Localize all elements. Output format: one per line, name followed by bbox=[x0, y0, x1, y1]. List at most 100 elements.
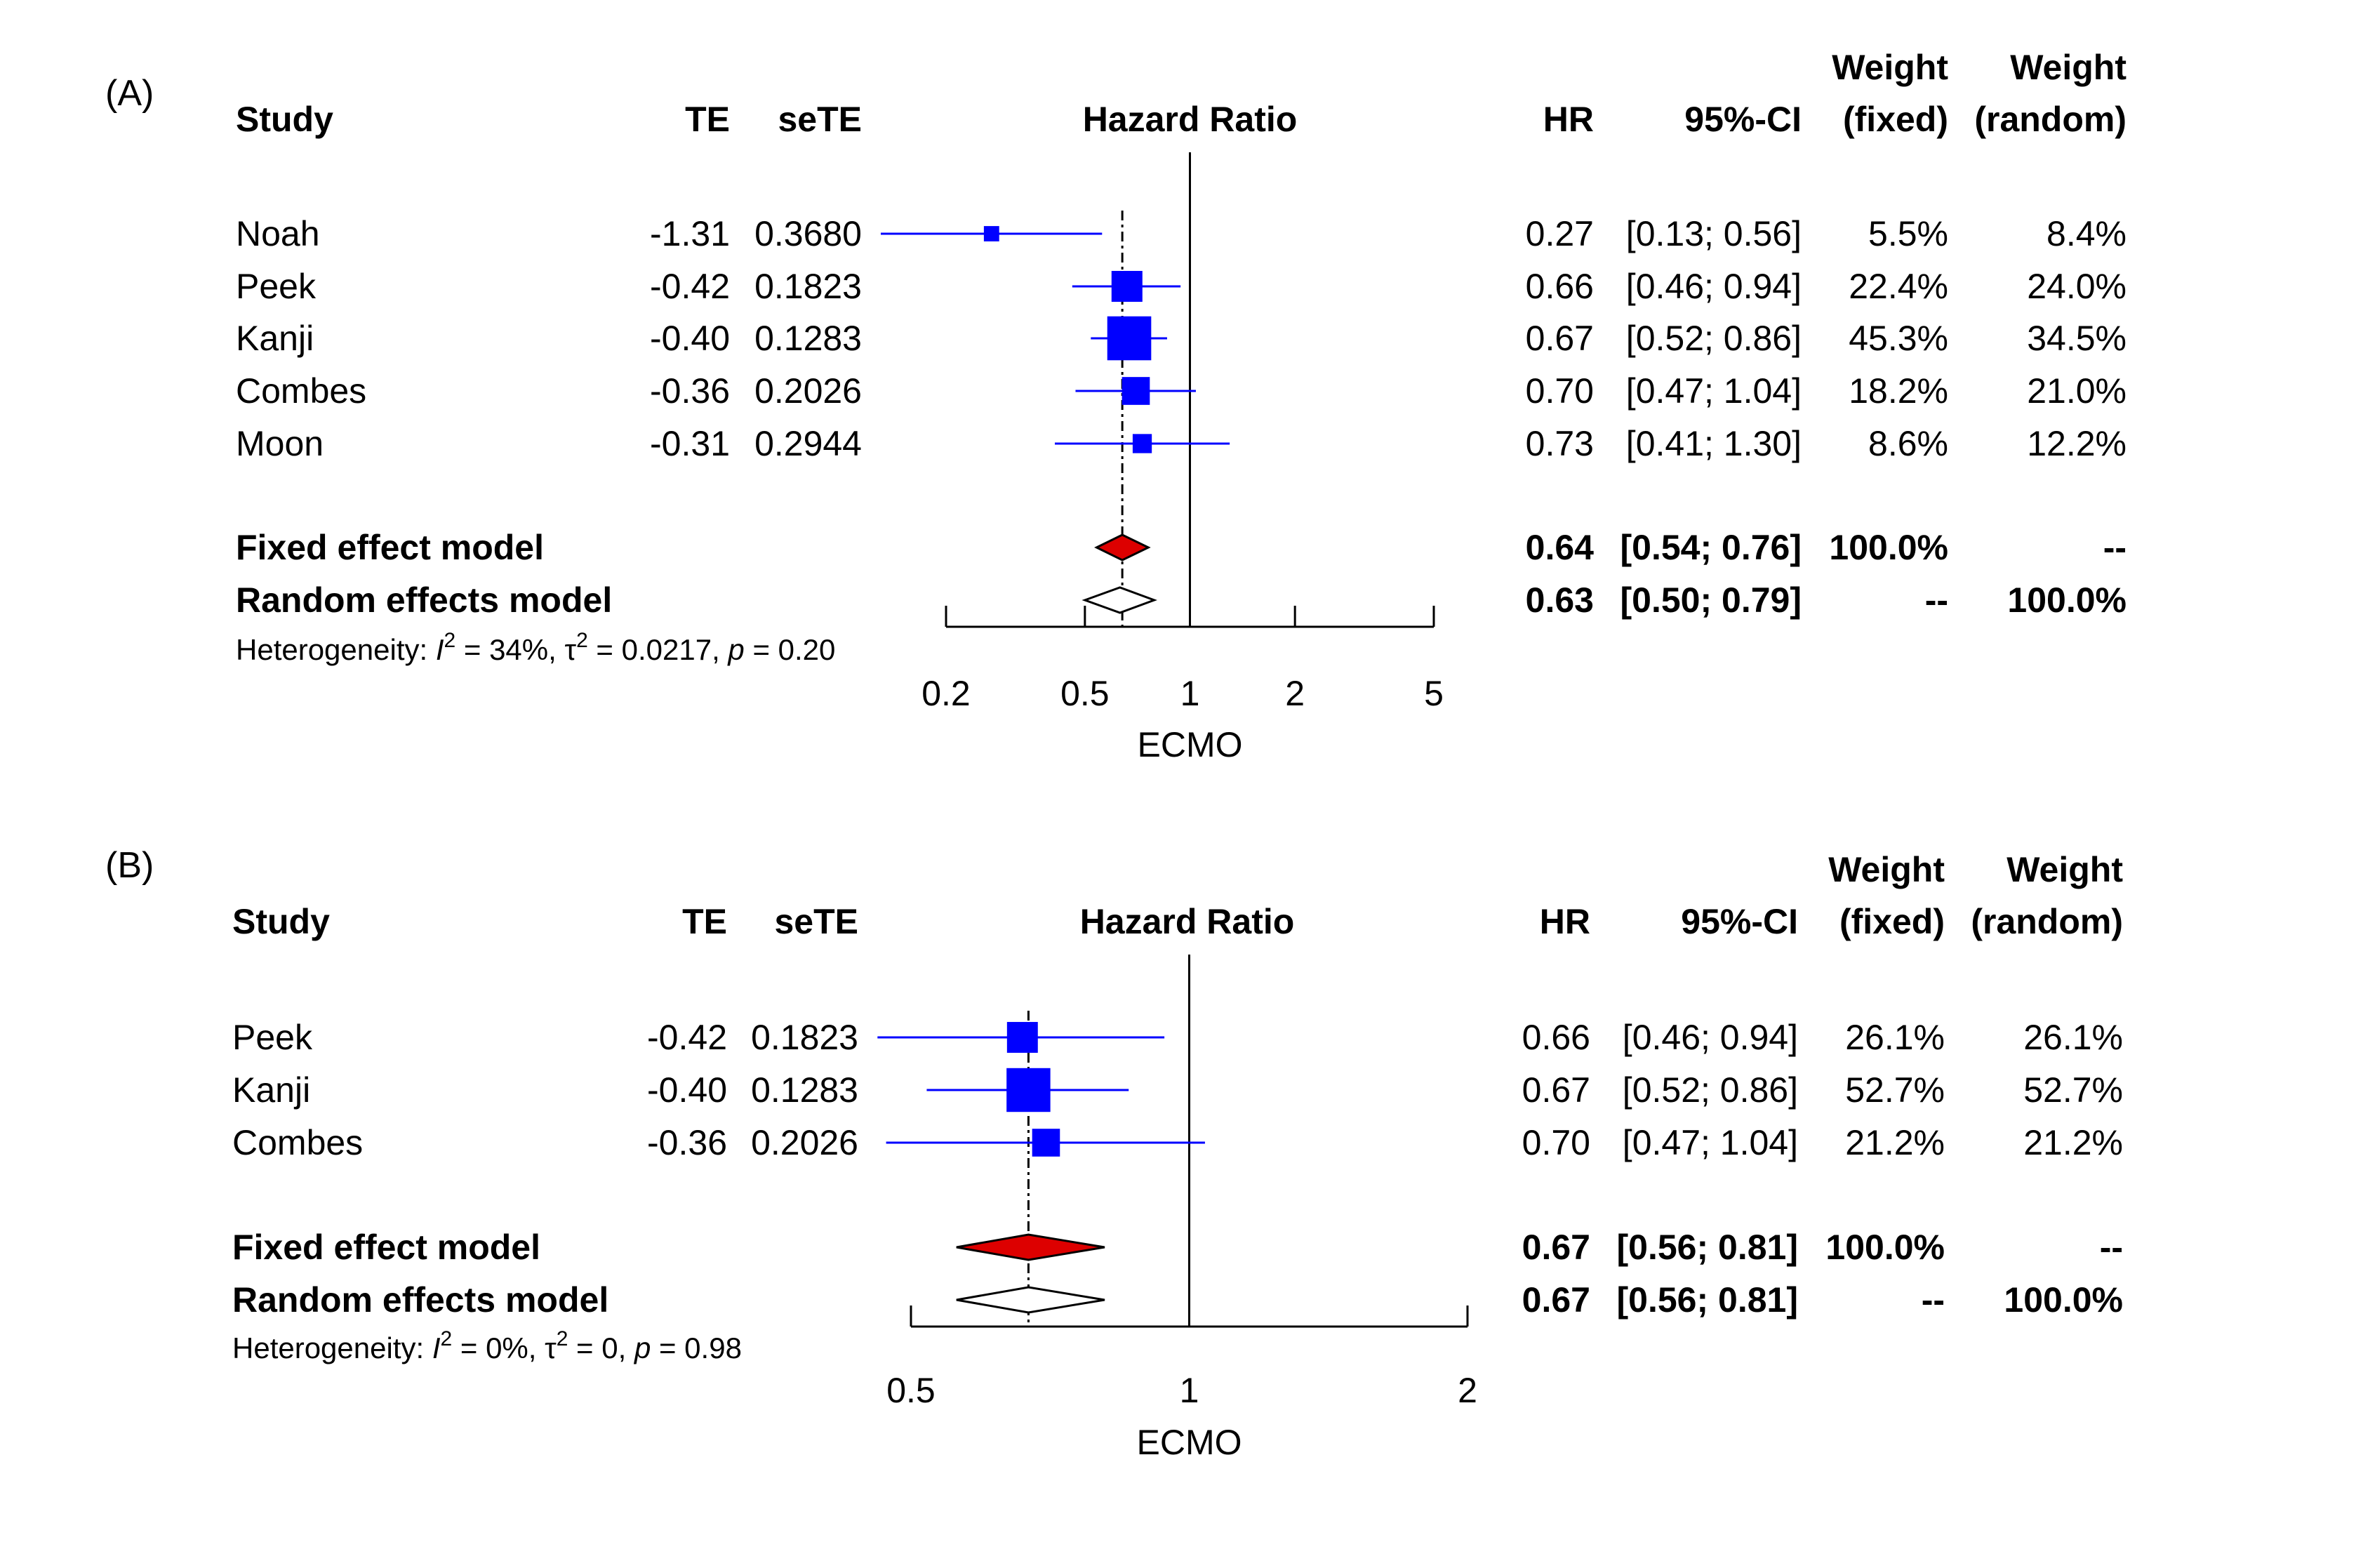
study-weight-fixed: 21.2% bbox=[1845, 1123, 1945, 1162]
study-hr: 0.66 bbox=[1526, 267, 1594, 306]
fixed-model-weight-random: -- bbox=[2103, 528, 2127, 567]
i2-symbol: I bbox=[432, 1331, 441, 1364]
study-sete: 0.1823 bbox=[754, 267, 862, 306]
i2-superscript: 2 bbox=[441, 1327, 453, 1350]
forest-panel-a: (A) Study TE seTE Hazard Ratio HR 95%-CI Weight… bbox=[105, 48, 2127, 764]
study-weight-fixed: 5.5% bbox=[1868, 214, 1948, 253]
heterogeneity-statistics: Heterogeneity: I2 = 34%, τ2 = 0.0217, p … bbox=[236, 629, 835, 666]
tau2-superscript: 2 bbox=[557, 1327, 568, 1350]
header-study: Study bbox=[236, 100, 333, 139]
header-ci: 95%-CI bbox=[1684, 100, 1802, 139]
study-sete: 0.2026 bbox=[751, 1123, 858, 1162]
random-model-label: Random effects model bbox=[236, 580, 612, 620]
header-weight-random-top: Weight bbox=[2006, 850, 2123, 889]
study-name: Kanji bbox=[236, 319, 314, 358]
header-weight-fixed-top: Weight bbox=[1828, 850, 1945, 889]
study-weight-fixed: 18.2% bbox=[1849, 371, 1948, 411]
fixed-model-weight-fixed: 100.0% bbox=[1829, 528, 1948, 567]
study-ci: [0.46; 0.94] bbox=[1623, 1018, 1798, 1057]
fixed-model-hr: 0.67 bbox=[1522, 1228, 1590, 1267]
study-hr: 0.27 bbox=[1526, 214, 1594, 253]
random-model-weight-fixed: -- bbox=[1925, 580, 1948, 620]
study-weight-fixed: 26.1% bbox=[1845, 1018, 1945, 1057]
header-study: Study bbox=[232, 902, 330, 941]
study-weight-random: 12.2% bbox=[2027, 424, 2127, 463]
study-ci: [0.52; 0.86] bbox=[1626, 319, 1802, 358]
fixed-model-hr: 0.64 bbox=[1526, 528, 1595, 567]
header-weight-random-top: Weight bbox=[2010, 48, 2127, 87]
x-tick-label: 1 bbox=[1180, 674, 1200, 713]
study-ci: [0.52; 0.86] bbox=[1623, 1070, 1798, 1110]
tau2-value: = 0, bbox=[568, 1331, 634, 1364]
header-sete: seTE bbox=[774, 902, 858, 941]
i2-superscript: 2 bbox=[444, 629, 456, 652]
x-tick-label: 5 bbox=[1424, 674, 1444, 713]
study-te: -0.40 bbox=[647, 1070, 727, 1110]
x-tick-label: 0.2 bbox=[921, 674, 971, 713]
header-sete: seTE bbox=[778, 100, 862, 139]
study-square bbox=[1006, 1022, 1038, 1053]
header-hazard-ratio: Hazard Ratio bbox=[1083, 100, 1298, 139]
fixed-model-diamond bbox=[956, 1233, 1105, 1261]
study-hr: 0.67 bbox=[1522, 1070, 1590, 1110]
study-sete: 0.3680 bbox=[754, 214, 862, 253]
study-weight-random: 21.2% bbox=[2023, 1123, 2123, 1162]
study-square bbox=[1032, 1129, 1060, 1157]
study-te: -0.31 bbox=[650, 424, 730, 463]
study-te: -0.42 bbox=[647, 1018, 727, 1057]
study-sete: 0.1823 bbox=[751, 1018, 858, 1057]
study-square bbox=[1132, 434, 1152, 453]
random-model-hr: 0.67 bbox=[1522, 1280, 1590, 1320]
study-hr: 0.70 bbox=[1526, 371, 1594, 411]
i2-symbol: I bbox=[436, 633, 444, 666]
study-name: Peek bbox=[232, 1018, 313, 1057]
random-model-diamond bbox=[1082, 586, 1157, 614]
study-weight-random: 8.4% bbox=[2046, 214, 2127, 253]
fixed-model-label: Fixed effect model bbox=[232, 1228, 540, 1267]
random-model-diamond bbox=[956, 1286, 1105, 1314]
x-tick-label: 2 bbox=[1458, 1371, 1477, 1410]
study-name: Combes bbox=[236, 371, 366, 411]
x-tick-label: 0.5 bbox=[1060, 674, 1110, 713]
header-te: TE bbox=[682, 902, 727, 941]
study-square bbox=[1006, 1068, 1051, 1112]
x-tick-label: 2 bbox=[1285, 674, 1305, 713]
p-symbol: p bbox=[726, 633, 744, 666]
random-model-label: Random effects model bbox=[232, 1280, 608, 1320]
study-ci: [0.13; 0.56] bbox=[1626, 214, 1802, 253]
header-hr: HR bbox=[1543, 100, 1594, 139]
header-weight-random-bottom: (random) bbox=[1971, 902, 2123, 941]
p-value: = 0.98 bbox=[651, 1331, 742, 1364]
random-model-ci: [0.50; 0.79] bbox=[1620, 580, 1802, 620]
heterogeneity-prefix: Heterogeneity: bbox=[232, 1331, 432, 1364]
study-square bbox=[1111, 270, 1143, 303]
x-axis-label: ECMO bbox=[1137, 1423, 1242, 1462]
study-weight-random: 24.0% bbox=[2027, 267, 2127, 306]
study-te: -1.31 bbox=[650, 214, 730, 253]
study-hr: 0.66 bbox=[1522, 1018, 1590, 1057]
i2-value: = 34%, bbox=[455, 633, 564, 666]
fixed-model-ci: [0.54; 0.76] bbox=[1620, 528, 1802, 567]
study-ci: [0.47; 1.04] bbox=[1626, 371, 1802, 411]
header-hr: HR bbox=[1540, 902, 1590, 941]
study-weight-fixed: 8.6% bbox=[1868, 424, 1948, 463]
study-hr: 0.67 bbox=[1526, 319, 1594, 358]
tau2-symbol: τ bbox=[564, 633, 576, 666]
forest-panel-b: (B) Study TE seTE Hazard Ratio HR 95%-CI Weight… bbox=[105, 845, 2123, 1462]
study-hr: 0.73 bbox=[1526, 424, 1594, 463]
study-sete: 0.1283 bbox=[754, 319, 862, 358]
study-name: Kanji bbox=[232, 1070, 310, 1110]
tau2-value: = 0.0217, bbox=[588, 633, 728, 666]
fixed-model-diamond bbox=[1094, 533, 1151, 562]
random-model-ci: [0.56; 0.81] bbox=[1617, 1280, 1798, 1320]
random-model-weight-random: 100.0% bbox=[2007, 580, 2127, 620]
header-ci: 95%-CI bbox=[1681, 902, 1798, 941]
study-name: Peek bbox=[236, 267, 317, 306]
study-weight-fixed: 45.3% bbox=[1849, 319, 1948, 358]
header-weight-fixed-bottom: (fixed) bbox=[1843, 100, 1948, 139]
x-axis-label: ECMO bbox=[1138, 725, 1243, 764]
tau2-superscript: 2 bbox=[576, 629, 588, 652]
study-weight-random: 52.7% bbox=[2023, 1070, 2123, 1110]
study-te: -0.40 bbox=[650, 319, 730, 358]
